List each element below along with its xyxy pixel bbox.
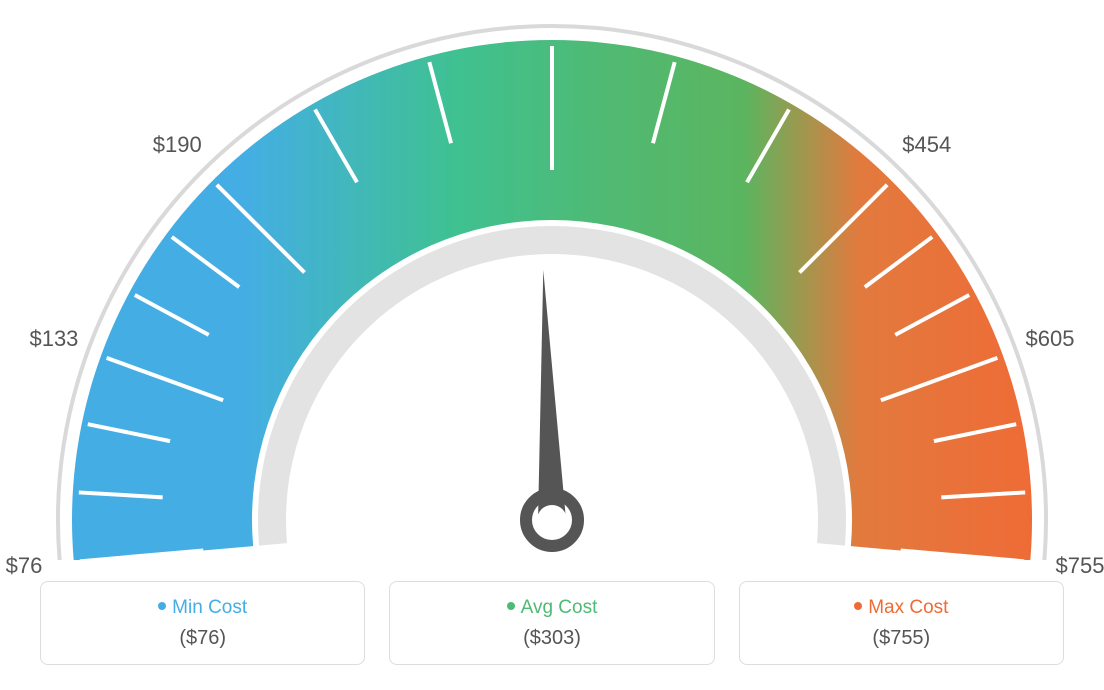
- tick-label: $133: [29, 326, 78, 352]
- dot-icon: [854, 602, 862, 610]
- tick-label: $454: [902, 132, 951, 158]
- legend-card-avg: Avg Cost ($303): [389, 581, 714, 665]
- legend-avg-value: ($303): [400, 627, 703, 650]
- legend-max-title: Max Cost: [750, 598, 1053, 617]
- gauge-area: $76$133$190$303$454$605$755: [0, 0, 1104, 560]
- legend-avg-label: Avg Cost: [521, 597, 598, 618]
- legend-max-label: Max Cost: [868, 597, 948, 618]
- legend-avg-title: Avg Cost: [400, 598, 703, 617]
- legend-card-max: Max Cost ($755): [739, 581, 1064, 665]
- dot-icon: [507, 602, 515, 610]
- dot-icon: [158, 602, 166, 610]
- legend-min-label: Min Cost: [172, 597, 247, 618]
- tick-label: $755: [1055, 553, 1104, 579]
- gauge-svg: [0, 0, 1104, 560]
- legend-min-value: ($76): [51, 627, 354, 650]
- tick-label: $76: [6, 553, 43, 579]
- gauge-needle: [538, 270, 566, 520]
- tick-label: $605: [1026, 326, 1075, 352]
- needle-hub-inner: [537, 505, 567, 535]
- legend-row: Min Cost ($76) Avg Cost ($303) Max Cost …: [40, 581, 1064, 665]
- tick-label: $303: [528, 0, 577, 3]
- legend-min-title: Min Cost: [51, 598, 354, 617]
- legend-card-min: Min Cost ($76): [40, 581, 365, 665]
- legend-max-value: ($755): [750, 627, 1053, 650]
- gauge-chart-container: $76 $133 $190 $303 $454 $605 $755 Min Cost ($7…: [0, 0, 1104, 690]
- tick-label: $190: [153, 132, 202, 158]
